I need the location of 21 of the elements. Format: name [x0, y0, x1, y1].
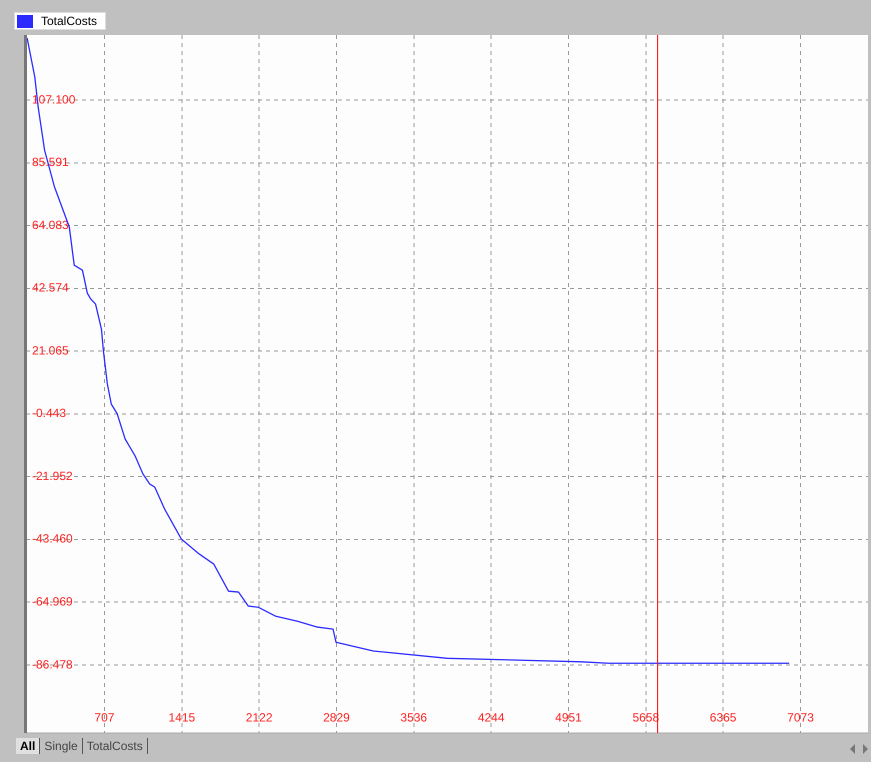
y-tick-label: -43.460 — [32, 532, 74, 546]
x-tick-label: 2122 — [246, 710, 273, 725]
x-tick-label: 4244 — [478, 710, 505, 725]
legend-label: TotalCosts — [41, 14, 98, 28]
y-tick-label: -21.952 — [32, 468, 74, 483]
text: Single — [40, 738, 83, 754]
y-tick-label: 21.065 — [32, 343, 70, 358]
y-tick-label: -64.969 — [32, 594, 74, 608]
x-tick-label: 3536 — [400, 710, 428, 725]
text: All — [16, 738, 40, 754]
text: TotalCosts — [82, 738, 148, 754]
y-tick-label: -0.443 — [32, 406, 66, 420]
x-tick-label: 7073 — [787, 710, 814, 725]
x-tick-label: 6365 — [710, 710, 737, 725]
x-tick-label: 1415 — [168, 710, 196, 725]
y-tick-label: 64.083 — [32, 218, 70, 232]
x-tick-label: 707 — [94, 710, 115, 725]
y-tick-label: -86.478 — [32, 657, 74, 672]
x-tick-label: 4951 — [555, 710, 582, 725]
y-tick-label: 42.574 — [32, 280, 70, 295]
x-tick-label: 2829 — [323, 710, 350, 725]
